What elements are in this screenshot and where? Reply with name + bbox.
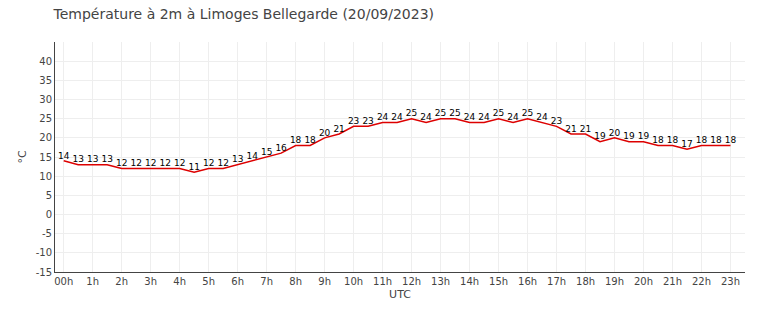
svg-text:25: 25: [435, 108, 446, 118]
svg-text:8h: 8h: [289, 276, 302, 287]
svg-text:23: 23: [551, 116, 562, 126]
svg-text:18: 18: [290, 135, 302, 145]
svg-text:24: 24: [507, 112, 519, 122]
svg-text:0: 0: [46, 209, 52, 220]
svg-text:6h: 6h: [231, 276, 244, 287]
svg-text:4h: 4h: [173, 276, 186, 287]
svg-text:19h: 19h: [605, 276, 624, 287]
svg-text:19: 19: [594, 131, 606, 141]
svg-text:24: 24: [536, 112, 548, 122]
svg-text:9h: 9h: [318, 276, 331, 287]
svg-text:15: 15: [39, 152, 52, 163]
svg-text:13h: 13h: [431, 276, 450, 287]
svg-text:30: 30: [39, 94, 52, 105]
svg-text:10h: 10h: [344, 276, 363, 287]
svg-text:20h: 20h: [634, 276, 653, 287]
svg-text:00h: 00h: [54, 276, 73, 287]
svg-text:18: 18: [725, 135, 737, 145]
svg-text:19: 19: [623, 131, 635, 141]
svg-text:17: 17: [681, 139, 692, 149]
svg-text:20: 20: [319, 128, 331, 138]
svg-text:UTC: UTC: [389, 288, 411, 301]
svg-text:19: 19: [638, 131, 650, 141]
svg-text:11h: 11h: [373, 276, 392, 287]
svg-text:°C: °C: [16, 150, 29, 164]
svg-text:24: 24: [377, 112, 389, 122]
svg-text:23h: 23h: [721, 276, 740, 287]
svg-text:14: 14: [58, 151, 70, 161]
svg-text:24: 24: [478, 112, 490, 122]
svg-text:13: 13: [87, 154, 98, 164]
svg-text:-10: -10: [36, 247, 52, 258]
svg-text:21: 21: [333, 124, 344, 134]
svg-text:17h: 17h: [547, 276, 566, 287]
svg-text:23: 23: [348, 116, 359, 126]
svg-text:12: 12: [145, 158, 156, 168]
svg-text:18h: 18h: [576, 276, 595, 287]
svg-text:12: 12: [130, 158, 141, 168]
svg-text:5h: 5h: [202, 276, 215, 287]
svg-text:23: 23: [362, 116, 373, 126]
svg-text:5: 5: [46, 190, 52, 201]
svg-text:14h: 14h: [460, 276, 479, 287]
svg-text:16h: 16h: [518, 276, 537, 287]
svg-text:12h: 12h: [402, 276, 421, 287]
svg-text:24: 24: [420, 112, 432, 122]
svg-text:25: 25: [522, 108, 533, 118]
svg-text:14: 14: [246, 151, 258, 161]
svg-text:-5: -5: [42, 228, 52, 239]
svg-text:20: 20: [609, 128, 621, 138]
svg-text:2h: 2h: [115, 276, 128, 287]
svg-text:18: 18: [652, 135, 664, 145]
svg-text:21h: 21h: [663, 276, 682, 287]
svg-text:18: 18: [696, 135, 708, 145]
svg-text:15h: 15h: [489, 276, 508, 287]
svg-text:3h: 3h: [144, 276, 157, 287]
svg-text:1h: 1h: [86, 276, 99, 287]
svg-text:11: 11: [188, 162, 199, 172]
svg-text:12: 12: [159, 158, 170, 168]
svg-text:12: 12: [203, 158, 214, 168]
svg-text:24: 24: [391, 112, 403, 122]
svg-text:20: 20: [39, 132, 52, 143]
svg-text:10: 10: [39, 171, 52, 182]
svg-text:25: 25: [449, 108, 460, 118]
svg-text:21: 21: [580, 124, 591, 134]
svg-text:16: 16: [275, 143, 287, 153]
svg-text:18: 18: [667, 135, 679, 145]
svg-text:35: 35: [39, 75, 52, 86]
svg-text:13: 13: [232, 154, 243, 164]
svg-text:-15: -15: [36, 267, 52, 278]
svg-text:40: 40: [39, 56, 52, 67]
svg-text:12: 12: [116, 158, 127, 168]
svg-text:25: 25: [39, 113, 52, 124]
svg-text:18: 18: [710, 135, 722, 145]
svg-text:25: 25: [493, 108, 504, 118]
svg-text:12: 12: [217, 158, 228, 168]
svg-text:meteo60.fr: meteo60.fr: [676, 0, 743, 3]
svg-text:15: 15: [261, 147, 272, 157]
svg-text:Température à 2m à Limoges Bel: Température à 2m à Limoges Bellegarde (2…: [53, 6, 434, 22]
svg-text:22h: 22h: [692, 276, 711, 287]
svg-text:25: 25: [406, 108, 417, 118]
svg-text:21: 21: [565, 124, 576, 134]
svg-text:12: 12: [174, 158, 185, 168]
svg-text:18: 18: [304, 135, 316, 145]
svg-text:13: 13: [72, 154, 83, 164]
svg-text:13: 13: [101, 154, 112, 164]
svg-text:24: 24: [464, 112, 476, 122]
svg-text:7h: 7h: [260, 276, 273, 287]
